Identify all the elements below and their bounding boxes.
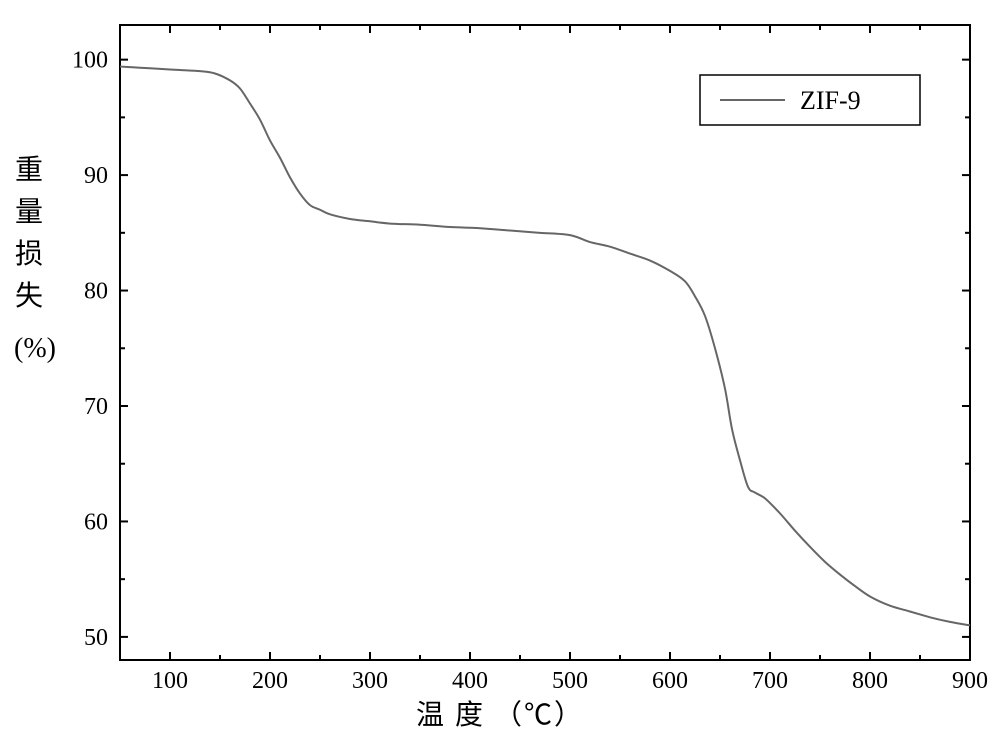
svg-text:70: 70	[84, 394, 108, 420]
series-line	[120, 67, 970, 626]
svg-text:700: 700	[752, 668, 788, 694]
svg-text:100: 100	[72, 48, 108, 74]
svg-text:300: 300	[352, 668, 388, 694]
x-axis-label: 温 度 （℃）	[0, 693, 1000, 733]
svg-text:800: 800	[852, 668, 888, 694]
legend-label: ZIF-9	[800, 86, 861, 115]
svg-text:80: 80	[84, 279, 108, 305]
svg-text:90: 90	[84, 163, 108, 189]
tga-chart: 100 200 300 400 500 600 700 800 900 50 60 70 80 90 10…	[0, 0, 1000, 745]
svg-text:400: 400	[452, 668, 488, 694]
chart-svg: 100 200 300 400 500 600 700 800 900 50 60 70 80 90 10…	[0, 0, 1000, 745]
svg-text:900: 900	[952, 668, 988, 694]
svg-text:600: 600	[652, 668, 688, 694]
svg-text:500: 500	[552, 668, 588, 694]
svg-text:200: 200	[252, 668, 288, 694]
svg-text:60: 60	[84, 509, 108, 535]
svg-text:100: 100	[152, 668, 188, 694]
y-axis-label: 重 量 损 失 (%)	[14, 150, 44, 370]
svg-text:50: 50	[84, 625, 108, 651]
